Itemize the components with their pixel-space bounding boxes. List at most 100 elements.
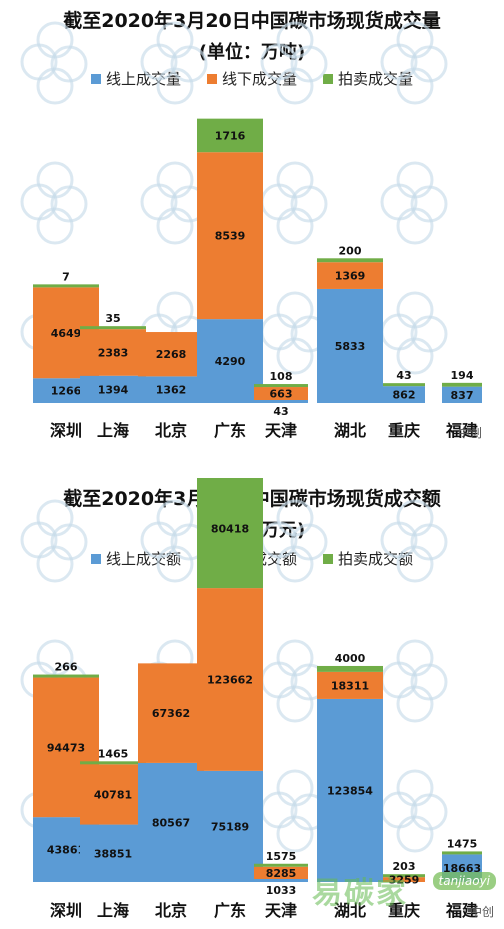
- watermark-ring-icon: [260, 769, 328, 853]
- bar-segment: [80, 326, 146, 330]
- bar-segment: [383, 386, 425, 403]
- data-label: 1575: [266, 850, 297, 863]
- bar-segment: [197, 118, 263, 153]
- bar-segment: [33, 284, 99, 288]
- watermark-text: 中创: [458, 426, 483, 440]
- category-tick-label: 福建: [445, 421, 478, 440]
- value-bar-chart: 43861 94473 266 深圳 38851 40781 1465 上海 80567 6736…: [20, 478, 482, 920]
- data-label: 94473: [47, 741, 85, 754]
- bar-segment: [254, 387, 308, 400]
- category-tick-label: 深圳: [50, 421, 82, 440]
- bar-segment: [254, 863, 308, 867]
- bar-segment: [80, 329, 146, 376]
- data-label: 1362: [156, 384, 187, 397]
- category-tick-label: 广东: [214, 421, 246, 440]
- legend-swatch: [206, 73, 217, 84]
- volume-bar-chart: 1266 4649 7 深圳 1394 2383 35 上海 1362 2268 北京 4290 853…: [20, 21, 482, 440]
- legend-label: 拍卖成交额: [338, 550, 414, 568]
- data-label: 7: [62, 270, 70, 283]
- data-label: 8539: [215, 230, 246, 243]
- bar-segment: [317, 698, 383, 882]
- bar-segment: [138, 663, 204, 763]
- data-label: 67362: [152, 707, 190, 720]
- data-label: 3259: [389, 874, 420, 887]
- data-label: 35: [105, 312, 120, 325]
- category-tick-label: 天津: [265, 901, 297, 920]
- category-tick-label: 北京: [155, 901, 187, 920]
- bar-segment: [254, 866, 308, 879]
- watermark-ring-icon: [260, 161, 328, 245]
- watermark-ring-icon: [260, 21, 328, 105]
- data-label: 266: [55, 661, 78, 674]
- bar-segment: [197, 770, 263, 882]
- data-label: 1033: [266, 884, 297, 897]
- legend-label: 拍卖成交量: [338, 70, 414, 88]
- watermark-ring-icon: [260, 499, 328, 583]
- bar-segment: [383, 877, 425, 882]
- data-label: 5833: [335, 340, 366, 353]
- bar-segment: [138, 376, 204, 403]
- data-label: 38851: [94, 847, 132, 860]
- watermark-ring-icon: [20, 499, 88, 583]
- bar-segment: [197, 152, 263, 320]
- watermark-ring-icon: [380, 499, 448, 583]
- bar-segment: [383, 383, 425, 387]
- data-label: 1475: [447, 837, 478, 850]
- category-tick-label: 湖北: [334, 421, 366, 440]
- category-tick-label: 天津: [265, 421, 297, 440]
- volume-chart-panel: 截至2020年3月20日中国碳市场现货成交量 (单位：万吨) 线上成交量 线下成…: [0, 0, 504, 460]
- data-label: 40781: [94, 788, 132, 801]
- bar-segment: [442, 382, 482, 387]
- data-label: 862: [393, 389, 416, 402]
- bar-segment: [317, 665, 383, 672]
- bar-segment: [80, 375, 146, 403]
- watermark-ring-icon: [260, 291, 328, 375]
- watermark-ring-icon: [380, 639, 448, 723]
- bar-segment: [317, 671, 383, 699]
- category-tick-label: 北京: [155, 421, 187, 440]
- data-label: 43: [273, 405, 288, 418]
- legend-item: 拍卖成交量: [323, 68, 413, 89]
- data-label: 4000: [335, 652, 366, 665]
- data-label: 43: [396, 369, 411, 382]
- data-label: 200: [339, 244, 362, 257]
- bar-segment: [317, 262, 383, 289]
- bar-segment: [317, 288, 383, 403]
- data-label: 2268: [156, 348, 187, 361]
- bar-segment: [138, 332, 204, 377]
- watermark-text: 中创: [470, 905, 495, 919]
- watermark-ring-icon: [20, 161, 88, 245]
- data-label: 4290: [215, 355, 246, 368]
- data-label: 1465: [98, 747, 129, 760]
- data-label: 108: [270, 370, 293, 383]
- bar-segment: [80, 824, 146, 882]
- data-label: 43861: [47, 844, 85, 857]
- data-label: 663: [270, 388, 293, 401]
- category-tick-label: 广东: [214, 901, 246, 920]
- watermark-ring-icon: [260, 639, 328, 723]
- legend-item: 拍卖成交额: [323, 548, 413, 569]
- data-label: 18663: [443, 862, 481, 875]
- bar-segment: [80, 761, 146, 765]
- category-tick-label: 福建: [445, 901, 478, 920]
- bar-segment: [33, 674, 99, 678]
- watermark-ring-icon: [20, 21, 88, 105]
- watermark-ring-icon: [380, 21, 448, 105]
- bar-segment: [197, 478, 263, 589]
- brand-watermark-tag: tanjiaoyi: [432, 872, 496, 890]
- legend-swatch: [323, 73, 333, 84]
- legend-swatch: [90, 73, 101, 84]
- data-label: 194: [451, 369, 474, 382]
- data-label: 8285: [266, 867, 297, 880]
- data-label: 123854: [327, 784, 373, 797]
- bar-segment: [254, 384, 308, 388]
- bar-segment: [80, 764, 146, 825]
- watermark-ring-icon: [380, 161, 448, 245]
- data-label: 75189: [211, 820, 249, 833]
- watermark-ring-icon: [140, 21, 208, 105]
- category-tick-label: 上海: [97, 901, 129, 920]
- category-tick-label: 深圳: [50, 901, 82, 920]
- data-label: 837: [451, 389, 474, 402]
- brand-watermark: 易碳家: [312, 876, 408, 911]
- category-tick-label: 湖北: [334, 901, 366, 920]
